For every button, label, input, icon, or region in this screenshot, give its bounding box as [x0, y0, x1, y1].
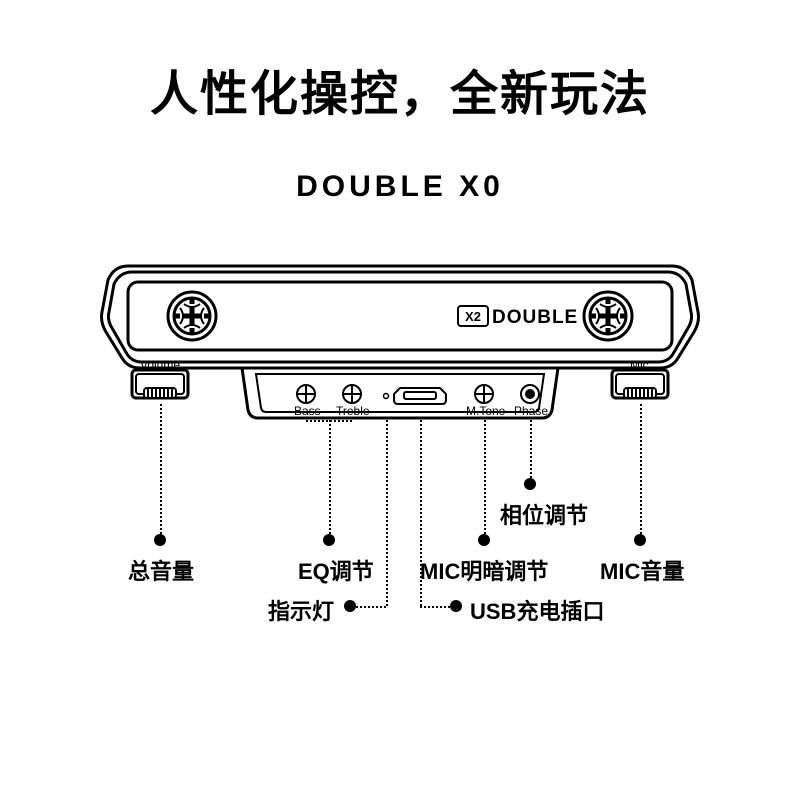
leader-eq-branch	[306, 420, 352, 422]
leader-volume	[160, 404, 162, 534]
brand-text: DOUBLE	[492, 307, 578, 328]
dot-usb	[450, 600, 462, 612]
leader-indicator-h	[356, 606, 386, 608]
label-bass-en: Bass	[294, 404, 321, 418]
headline: 人性化操控，全新玩法	[0, 54, 800, 124]
leader-phase	[530, 420, 532, 478]
dot-volume	[154, 534, 166, 546]
label-phase-cn: 相位调节	[500, 498, 588, 530]
label-usb-cn: USB充电插口	[470, 594, 604, 626]
label-phase-en: Phase	[514, 404, 548, 418]
leader-usb	[420, 420, 422, 606]
label-mtone-en: M.Tone	[466, 404, 505, 418]
leader-mtone	[484, 420, 486, 534]
dot-indicator	[344, 600, 356, 612]
label-indicator-cn: 指示灯	[268, 594, 334, 626]
label-treble-en: Treble	[336, 404, 370, 418]
leader-eq	[329, 420, 331, 534]
dot-eq	[323, 534, 335, 546]
label-volume-en: Volume	[140, 358, 180, 372]
label-mtone-cn: MIC明暗调节	[420, 554, 548, 586]
leader-micvol	[640, 404, 642, 534]
label-micvol-cn: MIC音量	[600, 554, 684, 586]
label-eq-cn: EQ调节	[298, 554, 374, 586]
leader-usb-h	[420, 606, 450, 608]
leader-indicator	[386, 420, 388, 606]
product-name: DOUBLE X0	[0, 170, 800, 204]
dot-micvol	[634, 534, 646, 546]
brand-badge-x2: X2	[465, 309, 481, 324]
dot-phase	[524, 478, 536, 490]
label-volume-cn: 总音量	[128, 554, 194, 586]
dot-mtone	[478, 534, 490, 546]
label-mic-en: Mic.	[630, 358, 652, 372]
device-schematic: X2 DOUBLE	[100, 260, 700, 410]
brand-badge: X2 DOUBLE	[458, 306, 578, 328]
